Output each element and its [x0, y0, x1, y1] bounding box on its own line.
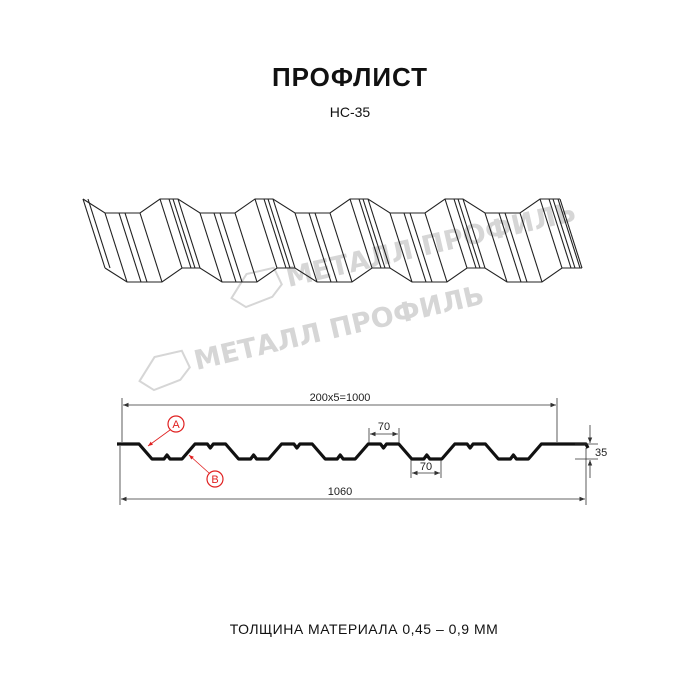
- sheet-line: [82, 198, 106, 269]
- svg-text:МЕТАЛЛ ПРОФИЛЬ: МЕТАЛЛ ПРОФИЛЬ: [191, 280, 487, 377]
- sheet-line: [272, 198, 296, 269]
- dim-total-label: 1060: [328, 486, 352, 498]
- sheet-line: [213, 212, 237, 283]
- sheet-line: [349, 198, 373, 269]
- sheet-line: [308, 212, 332, 283]
- sheet-line: [314, 212, 338, 283]
- sheet-line: [498, 212, 522, 283]
- model-label: НС-35: [329, 104, 371, 120]
- sheet-line: [424, 212, 448, 283]
- page-title: ПРОФЛИСТ: [271, 62, 429, 92]
- sheet-line: [444, 198, 468, 269]
- sheet-line: [557, 198, 581, 269]
- sheet-line: [254, 198, 278, 269]
- sheet-line: [403, 212, 427, 283]
- sheet-line: [199, 212, 223, 283]
- sheet-line: [548, 198, 572, 269]
- sheet-line: [539, 198, 563, 269]
- sheet-line: [82, 198, 560, 214]
- svg-text:A: A: [172, 419, 180, 431]
- sheet-line: [118, 212, 142, 283]
- sheet-line: [453, 198, 477, 269]
- dimension-lines: [119, 398, 598, 505]
- sheet-line: [168, 198, 192, 269]
- sheet-line: [358, 198, 382, 269]
- sheet-line: [267, 198, 291, 269]
- sheet-line: [462, 198, 486, 269]
- sheet-line: [504, 212, 528, 283]
- sheet-line: [139, 212, 163, 283]
- sheet-line: [329, 212, 353, 283]
- sheet-line: [219, 212, 243, 283]
- material-thickness: ТОЛЩИНА МАТЕРИАЛА 0,45 – 0,9 ММ: [229, 621, 499, 637]
- sheet-line: [367, 198, 391, 269]
- sheet-line: [124, 212, 148, 283]
- dim-height-label: 35: [595, 447, 607, 459]
- marker-a: A: [147, 415, 185, 447]
- sheet-line: [559, 198, 583, 269]
- dim-trough-label: 70: [420, 461, 432, 473]
- sheet-line: [263, 198, 287, 269]
- sheet-line: [389, 212, 413, 283]
- sheet-line: [362, 198, 386, 269]
- sheet-line: [519, 212, 543, 283]
- sheet-line: [484, 212, 508, 283]
- sheet-line: [172, 198, 196, 269]
- dim-crest-label: 70: [378, 421, 390, 433]
- watermark-section: МЕТАЛЛ ПРОФИЛЬ: [138, 280, 487, 392]
- sheet-line: [552, 198, 576, 269]
- sheet-line: [234, 212, 258, 283]
- svg-text:B: B: [211, 474, 218, 486]
- sheet-line: [159, 198, 183, 269]
- sheet-line: [409, 212, 433, 283]
- sheet-line: [177, 198, 201, 269]
- sheet-line: [104, 212, 128, 283]
- sheet-3d-view: [82, 198, 583, 283]
- dim-pitch-label: 200x5=1000: [310, 392, 371, 404]
- sheet-line: [294, 212, 318, 283]
- marker-b: B: [188, 454, 224, 488]
- sheet-line: [457, 198, 481, 269]
- section-profile: [117, 442, 590, 461]
- sheet-line: [87, 198, 111, 269]
